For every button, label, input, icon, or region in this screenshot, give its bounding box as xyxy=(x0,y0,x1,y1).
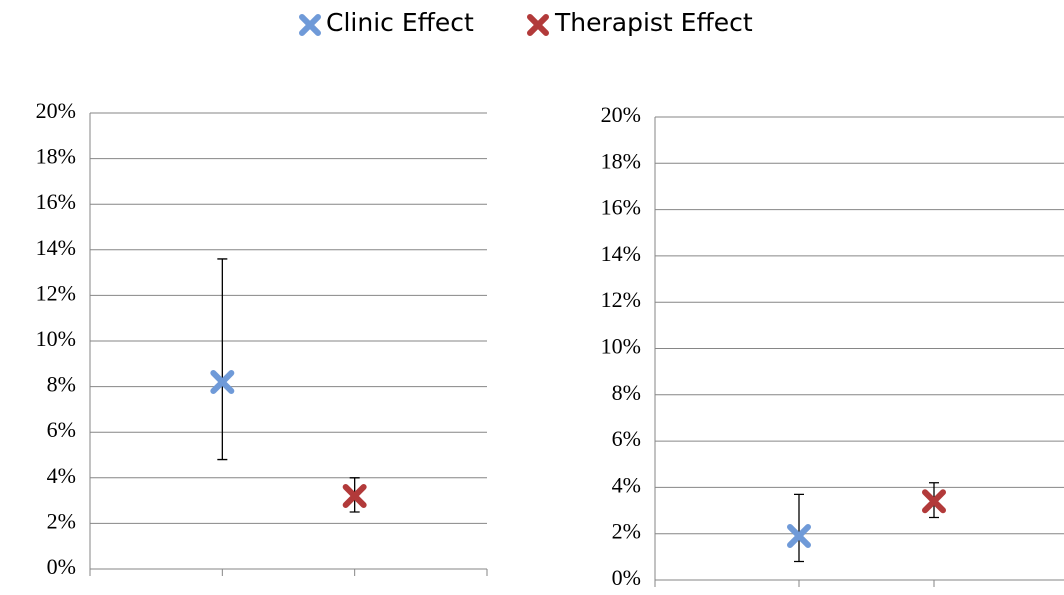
error-bar-line xyxy=(217,258,228,461)
y-tick-label: 4% xyxy=(612,472,641,497)
y-tick-label: 18% xyxy=(601,148,641,173)
marker xyxy=(210,370,235,395)
legend-label: Therapist Effect xyxy=(554,8,753,37)
y-tick-label: 14% xyxy=(601,241,641,266)
y-tick-label: 6% xyxy=(47,417,76,442)
y-tick-label: 2% xyxy=(612,519,641,544)
marker-cross xyxy=(299,14,321,36)
error-bar xyxy=(794,493,804,563)
y-tick-label: 10% xyxy=(601,334,641,359)
marker-cross xyxy=(787,524,811,549)
y-tick-label: 12% xyxy=(601,287,641,312)
y-tick-label: 0% xyxy=(47,554,76,579)
marker-cross xyxy=(210,370,235,395)
marker xyxy=(299,14,321,36)
marker-cross xyxy=(922,489,946,514)
y-tick-label: 20% xyxy=(601,102,641,127)
y-tick-label: 16% xyxy=(601,195,641,220)
y-tick-label: 8% xyxy=(47,372,76,397)
y-tick-label: 8% xyxy=(612,380,641,405)
legend-label: Clinic Effect xyxy=(326,8,474,37)
error-bar-line xyxy=(794,493,804,563)
marker xyxy=(787,524,811,549)
marker xyxy=(922,489,946,514)
marker-cross xyxy=(342,484,367,509)
y-tick-label: 12% xyxy=(36,280,76,305)
y-tick-label: 4% xyxy=(47,463,76,488)
y-tick-label: 18% xyxy=(36,144,76,169)
marker xyxy=(527,14,549,36)
error-bar xyxy=(217,258,228,461)
y-tick-label: 10% xyxy=(36,326,76,351)
y-tick-label: 0% xyxy=(612,565,641,590)
marker xyxy=(342,484,367,509)
y-tick-label: 14% xyxy=(36,235,76,260)
marker-cross xyxy=(527,14,549,36)
y-tick-label: 16% xyxy=(36,189,76,214)
y-tick-label: 20% xyxy=(36,98,76,123)
y-tick-label: 6% xyxy=(612,426,641,451)
y-tick-label: 2% xyxy=(47,508,76,533)
